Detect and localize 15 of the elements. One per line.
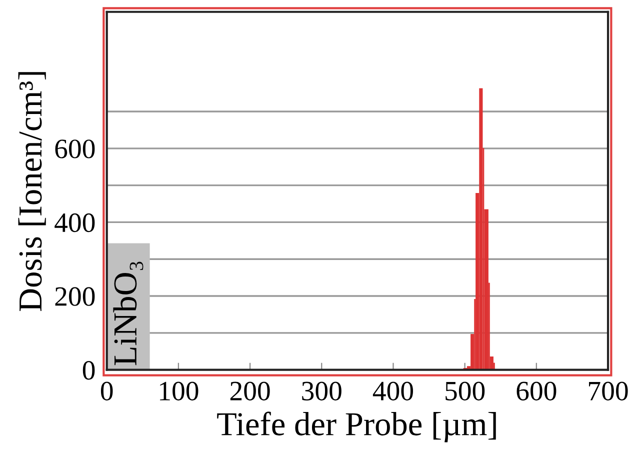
y-axis-title: Dosis [Ionen/cm³] — [18, 72, 46, 312]
x-axis-title: Tiefe der Probe [µm] — [217, 412, 496, 442]
x-tick-label: 0 — [100, 382, 113, 400]
x-tick-label: 200 — [230, 382, 270, 400]
y-tick-label: 600 — [55, 140, 95, 158]
x-tick-label: 100 — [160, 382, 198, 400]
x-tick-label: 500 — [446, 382, 485, 400]
x-tick-label: 300 — [302, 382, 342, 400]
x-tick-label: 600 — [516, 382, 556, 400]
annotation: LiNbO₃ — [113, 262, 144, 366]
y-tick-label: 0 — [82, 360, 95, 380]
y-tick-label: 400 — [54, 213, 95, 232]
y-tick-label: 200 — [55, 287, 95, 306]
x-tick-label: 400 — [372, 382, 414, 400]
x-tick-label: 700 — [589, 382, 628, 400]
